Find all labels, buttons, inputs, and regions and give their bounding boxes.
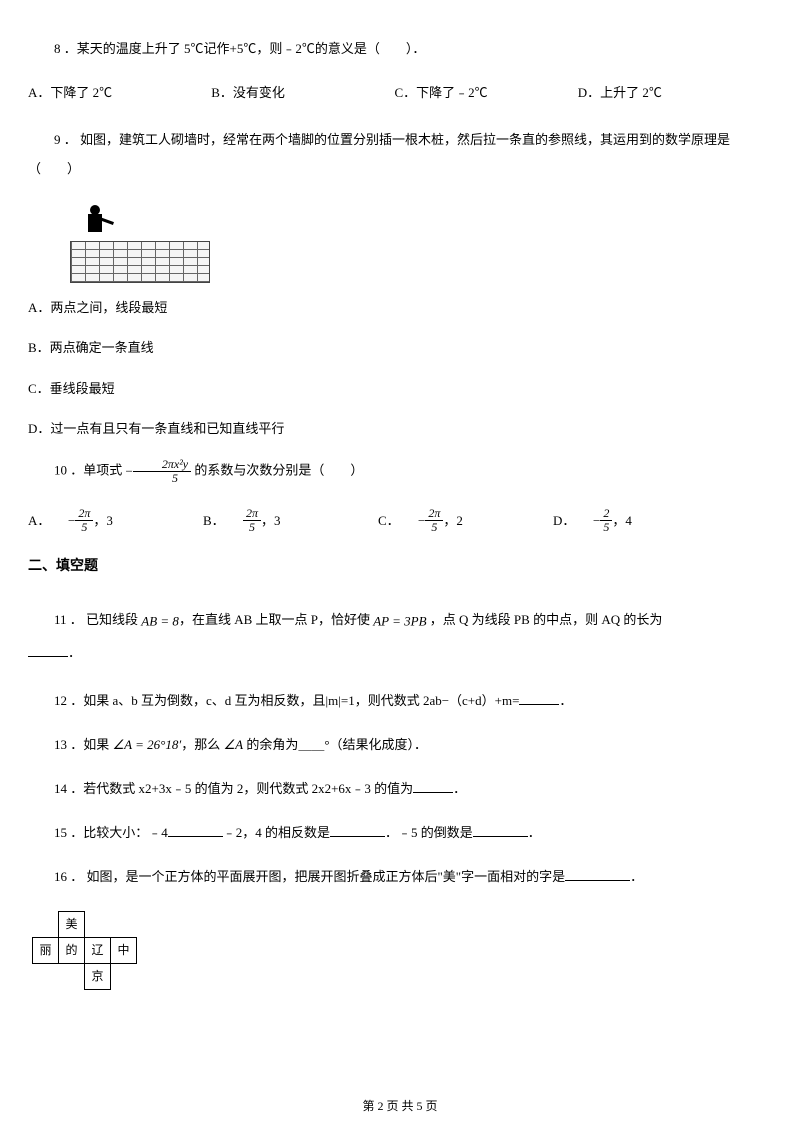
wall-figure xyxy=(70,205,210,283)
net-cell: 京 xyxy=(85,963,111,989)
question-10: 10 ．单项式 − 2πx²y 5 的系数与次数分别是（ ） xyxy=(28,458,772,485)
question-10-options: A． −2π5 ，3 B． 2π5 ，3 C． −2π5 ，2 D． −25 ，… xyxy=(28,507,772,534)
worker-icon xyxy=(82,205,112,241)
q13-expr2: ∠A xyxy=(223,737,243,752)
blank xyxy=(473,836,528,837)
cube-net-figure: 美 丽 的 辽 中 京 xyxy=(32,911,772,990)
q10-pre: 10 ．单项式 xyxy=(54,462,122,477)
q9-opt-c: C．垂线段最短 xyxy=(28,378,772,400)
net-cell: 的 xyxy=(59,937,85,963)
q8-opt-a: A．下降了 2℃ xyxy=(28,82,208,104)
blank xyxy=(28,656,68,657)
question-8-options: A．下降了 2℃ B．没有变化 C．下降了﹣2℃ D．上升了 2℃ xyxy=(28,82,772,104)
q10-opt-d: D． −25 ，4 xyxy=(553,507,728,534)
question-12: 12 ．如果 a、b 互为倒数，c、d 互为相反数，且|m|=1，则代数式 2a… xyxy=(28,690,772,712)
question-9: 9 ． 如图，建筑工人砌墙时，经常在两个墙脚的位置分别插一根木桩，然后拉一条直的… xyxy=(28,126,772,183)
q10-post: 的系数与次数分别是（ ） xyxy=(194,462,363,477)
question-9-options: A．两点之间，线段最短 B．两点确定一条直线 C．垂线段最短 D．过一点有且只有… xyxy=(28,297,772,439)
blank xyxy=(519,704,559,705)
blank xyxy=(413,792,453,793)
net-cell: 中 xyxy=(111,937,137,963)
question-8: 8 ．某天的温度上升了 5℃记作+5℃，则﹣2℃的意义是（ ）． xyxy=(28,38,772,60)
q11-expr2: AP = 3PB xyxy=(373,614,426,629)
q10-opt-c: C． −2π5 ，2 xyxy=(378,507,553,534)
q10-opt-b: B． 2π5 ，3 xyxy=(203,507,378,534)
section-2-title: 二、填空题 xyxy=(28,555,772,579)
net-cell: 丽 xyxy=(33,937,59,963)
net-cell: 辽 xyxy=(85,937,111,963)
q9-opt-a: A．两点之间，线段最短 xyxy=(28,297,772,319)
blank xyxy=(168,836,223,837)
q9-opt-d: D．过一点有且只有一条直线和已知直线平行 xyxy=(28,418,772,440)
question-11: 11 ． 已知线段 AB = 8，在直线 AB 上取一点 P，恰好使 AP = … xyxy=(28,604,772,668)
q10-opt-a: A． −2π5 ，3 xyxy=(28,507,203,534)
question-15: 15 ．比较大小：﹣4﹣2，4 的相反数是．﹣5 的倒数是． xyxy=(28,822,772,844)
question-16: 16 ． 如图，是一个正方体的平面展开图，把展开图折叠成正方体后"美"字一面相对… xyxy=(28,866,772,888)
q8-opt-d: D．上升了 2℃ xyxy=(578,82,758,104)
q11-expr1: AB = 8 xyxy=(141,614,179,629)
q9-opt-b: B．两点确定一条直线 xyxy=(28,337,772,359)
question-14: 14 ．若代数式 x2+3x﹣5 的值为 2，则代数式 2x2+6x﹣3 的值为… xyxy=(28,778,772,800)
pager: 第 2 页 共 5 页 xyxy=(0,1096,800,1116)
q10-fraction: 2πx²y 5 xyxy=(133,458,191,485)
question-13: 13 ．如果 ∠A = 26°18′，那么 ∠A 的余角为＿＿°（结果化成度）． xyxy=(28,734,772,756)
blank xyxy=(565,880,630,881)
q8-opt-b: B．没有变化 xyxy=(211,82,391,104)
q8-opt-c: C．下降了﹣2℃ xyxy=(395,82,575,104)
brick-wall-icon xyxy=(70,241,210,283)
q13-expr: ∠A = 26°18′ xyxy=(113,737,182,752)
net-cell: 美 xyxy=(59,911,85,937)
blank xyxy=(330,836,385,837)
